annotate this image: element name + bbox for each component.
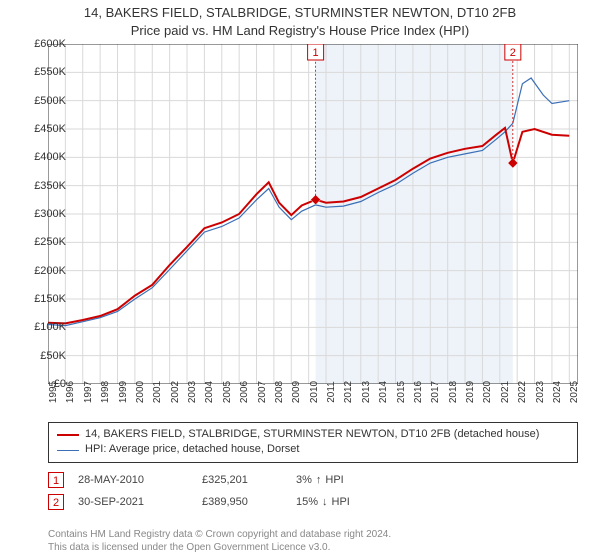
legend-swatch-hpi: [57, 450, 79, 451]
line-chart-svg: 12: [48, 44, 578, 384]
marker-price-2: £389,950: [202, 496, 282, 508]
xtick-label: 2003: [187, 381, 198, 403]
marker-date-2: 30-SEP-2021: [78, 496, 188, 508]
ytick-label: £300K: [34, 208, 66, 220]
title-block: 14, BAKERS FIELD, STALBRIDGE, STURMINSTE…: [0, 0, 600, 39]
ytick-label: £250K: [34, 236, 66, 248]
footer-line2: This data is licensed under the Open Gov…: [48, 541, 391, 554]
title-line1: 14, BAKERS FIELD, STALBRIDGE, STURMINSTE…: [0, 4, 600, 22]
svg-text:1: 1: [313, 47, 319, 59]
marker-row-2: 2 30-SEP-2021 £389,950 15% ↓ HPI: [48, 494, 578, 510]
marker-box-1: 1: [48, 472, 64, 488]
sale-marker-table: 1 28-MAY-2010 £325,201 3% ↑ HPI 2 30-SEP…: [48, 466, 578, 510]
title-line2: Price paid vs. HM Land Registry's House …: [0, 22, 600, 40]
xtick-label: 2011: [326, 381, 337, 403]
xtick-label: 2023: [535, 381, 546, 403]
ytick-label: £550K: [34, 66, 66, 78]
xtick-label: 1998: [100, 381, 111, 403]
xtick-label: 2016: [413, 381, 424, 403]
ytick-label: £100K: [34, 321, 66, 333]
xtick-label: 2004: [204, 381, 215, 403]
ytick-label: £350K: [34, 180, 66, 192]
xtick-label: 2021: [500, 381, 511, 403]
xtick-label: 2017: [430, 381, 441, 403]
marker-hpi-2: 15% ↓ HPI: [296, 496, 416, 508]
marker-price-1: £325,201: [202, 474, 282, 486]
xtick-label: 2008: [274, 381, 285, 403]
xtick-label: 2024: [552, 381, 563, 403]
xtick-label: 1996: [65, 381, 76, 403]
ytick-label: £150K: [34, 293, 66, 305]
xtick-label: 2015: [396, 381, 407, 403]
xtick-label: 2006: [239, 381, 250, 403]
legend-label-hpi: HPI: Average price, detached house, Dors…: [85, 442, 299, 457]
legend-row-hpi: HPI: Average price, detached house, Dors…: [57, 442, 569, 457]
xtick-label: 2020: [482, 381, 493, 403]
footer-text: Contains HM Land Registry data © Crown c…: [48, 528, 391, 554]
ytick-label: £400K: [34, 151, 66, 163]
xtick-label: 2001: [152, 381, 163, 403]
legend-label-property: 14, BAKERS FIELD, STALBRIDGE, STURMINSTE…: [85, 427, 539, 442]
ytick-label: £600K: [34, 38, 66, 50]
xtick-label: 2005: [222, 381, 233, 403]
xtick-label: 1999: [118, 381, 129, 403]
footer-line1: Contains HM Land Registry data © Crown c…: [48, 528, 391, 541]
marker-hpi-1: 3% ↑ HPI: [296, 474, 416, 486]
ytick-label: £200K: [34, 265, 66, 277]
ytick-label: £50K: [40, 350, 66, 362]
xtick-label: 2007: [257, 381, 268, 403]
arrow-down-icon: ↓: [322, 496, 328, 508]
xtick-label: 2014: [378, 381, 389, 403]
xtick-label: 2013: [361, 381, 372, 403]
xtick-label: 2019: [465, 381, 476, 403]
xtick-label: 2009: [291, 381, 302, 403]
xtick-label: 2012: [343, 381, 354, 403]
chart-container: 14, BAKERS FIELD, STALBRIDGE, STURMINSTE…: [0, 0, 600, 560]
legend-row-property: 14, BAKERS FIELD, STALBRIDGE, STURMINSTE…: [57, 427, 569, 442]
chart-area: 12: [48, 44, 578, 414]
legend-swatch-property: [57, 434, 79, 436]
xtick-label: 2000: [135, 381, 146, 403]
svg-text:2: 2: [510, 47, 516, 59]
xtick-label: 2002: [170, 381, 181, 403]
xtick-label: 2022: [517, 381, 528, 403]
arrow-up-icon: ↑: [316, 474, 322, 486]
xtick-label: 2025: [569, 381, 580, 403]
ytick-label: £450K: [34, 123, 66, 135]
marker-row-1: 1 28-MAY-2010 £325,201 3% ↑ HPI: [48, 472, 578, 488]
xtick-label: 2018: [448, 381, 459, 403]
legend-box: 14, BAKERS FIELD, STALBRIDGE, STURMINSTE…: [48, 422, 578, 463]
marker-box-2: 2: [48, 494, 64, 510]
xtick-label: 2010: [309, 381, 320, 403]
xtick-label: 1995: [48, 381, 59, 403]
ytick-label: £500K: [34, 95, 66, 107]
marker-date-1: 28-MAY-2010: [78, 474, 188, 486]
xtick-label: 1997: [83, 381, 94, 403]
